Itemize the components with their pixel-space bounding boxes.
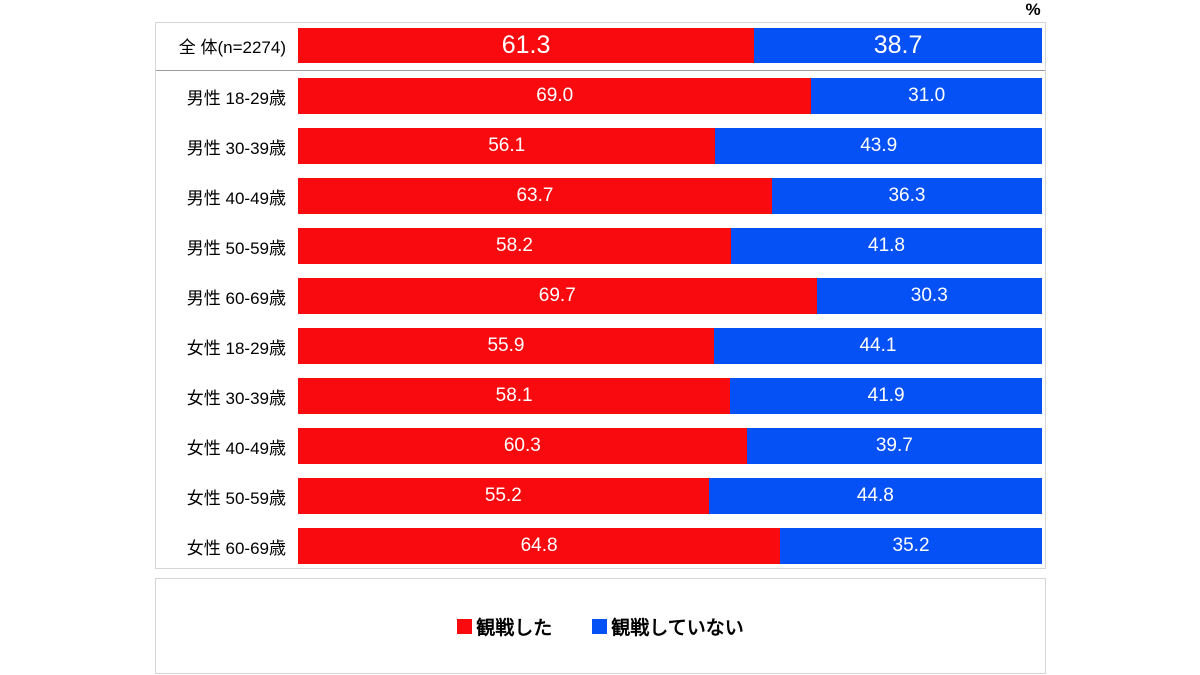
- chart-row: 女性 60-69歳 64.8 35.2: [156, 528, 1045, 564]
- bar-segment-watched: 56.1: [298, 128, 716, 164]
- row-bars: 55.2 44.8: [298, 478, 1042, 514]
- unit-label: %: [1025, 0, 1041, 19]
- row-label: 女性 40-49歳: [186, 438, 286, 458]
- legend-swatch-watched-icon: [457, 618, 473, 634]
- chart-row: 男性 50-59歳 58.2 41.8: [156, 228, 1045, 264]
- bar-segment-not-watched: 30.3: [816, 278, 1042, 314]
- legend-item-watched: 観戦した: [457, 613, 552, 640]
- chart-row: 女性 18-29歳 55.9 44.1: [156, 328, 1045, 364]
- row-label: 女性 30-39歳: [186, 388, 286, 408]
- row-bars: 69.7 30.3: [298, 278, 1042, 314]
- bar-segment-watched: 64.8: [298, 528, 781, 564]
- chart-plot-area: 全 体(n=2274) 61.3 38.7 男性 18-29歳 69.0 31.0 男性 3…: [155, 22, 1046, 569]
- legend-item-not-watched: 観戦していない: [592, 613, 744, 640]
- legend-swatch-not-watched-icon: [592, 618, 608, 634]
- bar-segment-watched: 63.7: [298, 178, 772, 214]
- row-label: 女性 60-69歳: [186, 538, 286, 558]
- total-row-separator: [156, 70, 1045, 71]
- chart-row: 女性 50-59歳 55.2 44.8: [156, 478, 1045, 514]
- bar-segment-watched: 58.2: [298, 228, 731, 264]
- row-bars: 60.3 39.7: [298, 428, 1042, 464]
- legend-label-watched: 観戦した: [476, 617, 553, 639]
- chart-row: 女性 30-39歳 58.1 41.9: [156, 378, 1045, 414]
- row-bars: 61.3 38.7: [298, 28, 1042, 63]
- bar-segment-watched: 60.3: [298, 428, 747, 464]
- chart-row: 男性 40-49歳 63.7 36.3: [156, 178, 1045, 214]
- bar-segment-not-watched: 39.7: [746, 428, 1042, 464]
- chart-row: 男性 60-69歳 69.7 30.3: [156, 278, 1045, 314]
- row-label: 男性 30-39歳: [186, 138, 286, 158]
- bar-segment-watched: 69.7: [298, 278, 817, 314]
- bar-segment-watched: 69.0: [298, 78, 812, 114]
- row-bars: 55.9 44.1: [298, 328, 1042, 364]
- legend: 観戦した 観戦していない: [155, 578, 1046, 674]
- bar-segment-not-watched: 35.2: [780, 528, 1042, 564]
- row-bars: 64.8 35.2: [298, 528, 1042, 564]
- chart-row: 全 体(n=2274) 61.3 38.7: [156, 28, 1045, 63]
- bar-segment-not-watched: 44.1: [713, 328, 1042, 364]
- bar-segment-watched: 58.1: [298, 378, 731, 414]
- chart-row: 男性 18-29歳 69.0 31.0: [156, 78, 1045, 114]
- bar-segment-not-watched: 38.7: [754, 28, 1042, 63]
- row-bars: 69.0 31.0: [298, 78, 1042, 114]
- chart-row: 女性 40-49歳 60.3 39.7: [156, 428, 1045, 464]
- bar-segment-not-watched: 44.8: [708, 478, 1042, 514]
- chart-row: 男性 30-39歳 56.1 43.9: [156, 128, 1045, 164]
- row-label: 男性 40-49歳: [186, 188, 286, 208]
- row-bars: 63.7 36.3: [298, 178, 1042, 214]
- row-label: 女性 50-59歳: [186, 488, 286, 508]
- bar-segment-watched: 55.2: [298, 478, 709, 514]
- bar-segment-watched: 55.9: [298, 328, 714, 364]
- bar-segment-watched: 61.3: [298, 28, 755, 63]
- row-bars: 58.1 41.9: [298, 378, 1042, 414]
- bar-segment-not-watched: 36.3: [771, 178, 1042, 214]
- row-bars: 56.1 43.9: [298, 128, 1042, 164]
- legend-label-not-watched: 観戦していない: [611, 617, 744, 639]
- bar-segment-not-watched: 31.0: [811, 78, 1042, 114]
- bar-segment-not-watched: 41.9: [730, 378, 1042, 414]
- bar-segment-not-watched: 41.8: [731, 228, 1042, 264]
- bar-segment-not-watched: 43.9: [715, 128, 1042, 164]
- row-label: 女性 18-29歳: [186, 338, 286, 358]
- row-label: 男性 18-29歳: [186, 88, 286, 108]
- row-label: 男性 60-69歳: [186, 288, 286, 308]
- row-bars: 58.2 41.8: [298, 228, 1042, 264]
- row-label: 男性 50-59歳: [186, 238, 286, 258]
- row-label: 全 体(n=2274): [178, 38, 286, 57]
